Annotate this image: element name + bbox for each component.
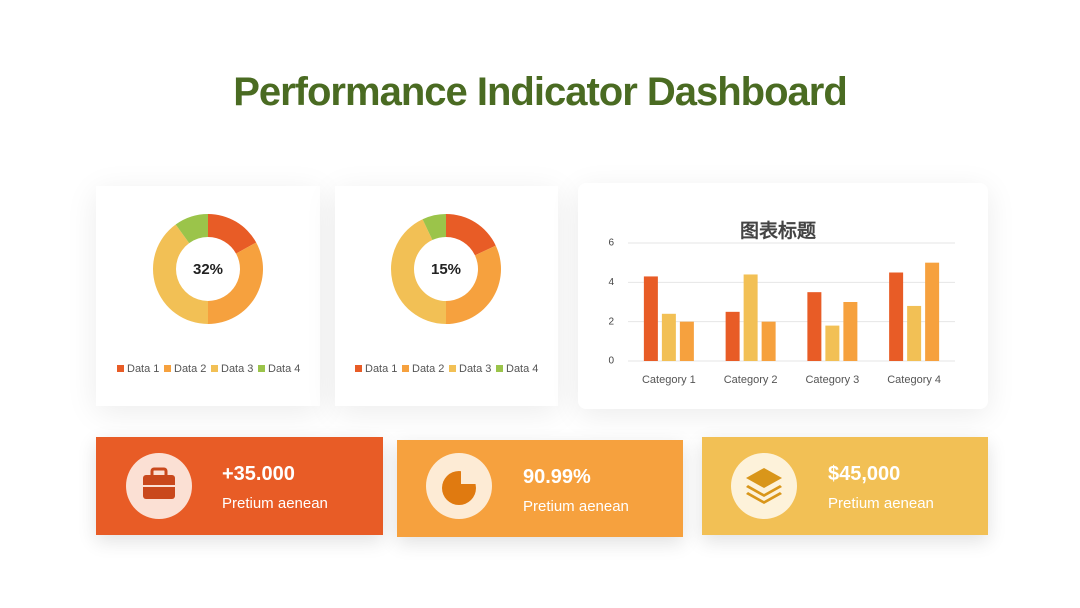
bar (761, 321, 776, 361)
legend-swatch (355, 365, 362, 372)
y-tick-label: 4 (608, 277, 614, 288)
legend-swatch (496, 365, 503, 372)
bar (889, 272, 904, 361)
kpi-value: $45,000 (828, 463, 901, 485)
kpi-text: Pretium aenean (523, 498, 629, 515)
kpi-text: Pretium aenean (222, 495, 328, 512)
donut-slice (422, 214, 446, 241)
kpi-text: Pretium aenean (828, 495, 934, 512)
bar (643, 276, 658, 361)
bar (825, 325, 840, 361)
bar (925, 262, 940, 361)
legend-swatch (164, 365, 171, 372)
x-tick-label: Category 3 (805, 374, 859, 386)
legend-swatch (258, 365, 265, 372)
legend-label: Data 2 (412, 363, 444, 375)
legend-label: Data 2 (174, 363, 206, 375)
chart-title: 图表标题 (740, 219, 816, 242)
page-title: Performance Indicator Dashboard (233, 70, 848, 114)
bar (743, 274, 758, 361)
legend-label: Data 1 (365, 363, 397, 375)
donut-slice (175, 214, 208, 244)
bar (679, 321, 694, 361)
legend-swatch (117, 365, 124, 372)
x-tick-label: Category 4 (887, 374, 941, 386)
bar (807, 292, 822, 361)
icon-pie (426, 453, 492, 519)
icon-briefcase (126, 453, 192, 519)
legend-label: Data 3 (459, 363, 491, 375)
y-tick-label: 6 (608, 238, 614, 249)
legend-swatch (211, 365, 218, 372)
donut-slice (446, 214, 496, 256)
legend-label: Data 4 (268, 363, 300, 375)
bar (661, 313, 676, 361)
x-tick-label: Category 1 (642, 374, 696, 386)
donut-slice (446, 245, 501, 324)
bar (907, 305, 922, 361)
donut-slice (208, 214, 257, 254)
donut-slice (153, 224, 208, 324)
bar (843, 302, 858, 361)
donut-slice (208, 242, 263, 324)
donut-slice (391, 219, 446, 324)
donut-center-label: 15% (431, 261, 461, 278)
icon-layers (731, 453, 797, 519)
y-tick-label: 2 (608, 316, 614, 327)
legend-label: Data 1 (127, 363, 159, 375)
donut-center-label: 32% (193, 261, 223, 278)
kpi-value: 90.99% (523, 466, 591, 488)
legend-label: Data 4 (506, 363, 538, 375)
bar (725, 311, 740, 361)
legend-swatch (402, 365, 409, 372)
legend-label: Data 3 (221, 363, 253, 375)
kpi-value: +35.000 (222, 463, 295, 485)
legend-swatch (449, 365, 456, 372)
x-tick-label: Category 2 (724, 374, 778, 386)
y-tick-label: 0 (608, 356, 614, 367)
